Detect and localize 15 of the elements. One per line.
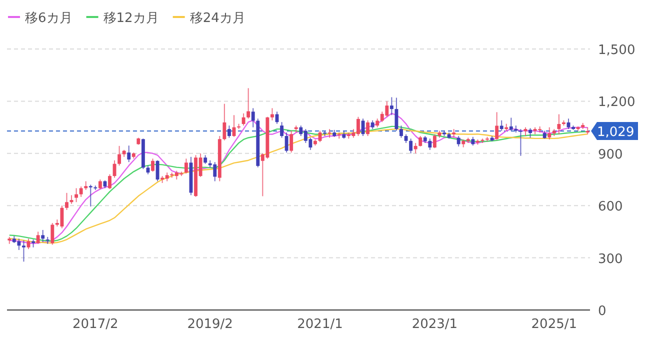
- y-tick-label: 900: [598, 147, 623, 162]
- y-tick-label: 0: [598, 304, 606, 319]
- x-tick-label: 2019/2: [187, 317, 233, 332]
- y-tick-label: 300: [598, 252, 623, 267]
- y-tick-label: 600: [598, 200, 623, 215]
- legend-label: 移12カ月: [103, 11, 159, 26]
- x-tick-label: 2023/1: [412, 317, 458, 332]
- x-tick-label: 2017/2: [72, 317, 118, 332]
- legend-label: 移24カ月: [190, 11, 246, 26]
- ref-line-label: 1,029: [597, 124, 634, 140]
- y-tick-label: 1,200: [598, 95, 636, 110]
- y-tick-label: 1,500: [598, 43, 636, 58]
- legend-label: 移6カ月: [25, 11, 72, 26]
- x-tick-label: 2021/1: [297, 317, 343, 332]
- x-tick-label: 2025/1: [531, 317, 578, 332]
